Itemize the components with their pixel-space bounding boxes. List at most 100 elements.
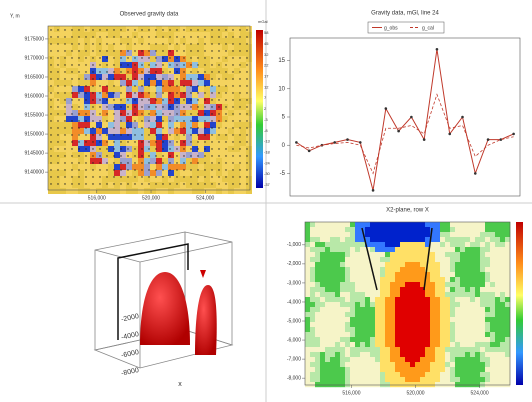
heatmap-texture	[485, 362, 491, 368]
heatmap-texture	[102, 110, 108, 116]
station-dot	[92, 43, 94, 45]
heatmap-texture	[108, 38, 114, 44]
chart-title: Gravity data, mGl, line 24	[371, 11, 439, 17]
heatmap-texture	[132, 134, 138, 140]
heatmap-texture	[335, 332, 341, 338]
station-dot	[120, 50, 122, 52]
station-dot	[204, 43, 206, 45]
heatmap-texture	[345, 322, 351, 328]
heatmap-texture	[390, 227, 396, 233]
heatmap-texture	[425, 242, 431, 248]
heatmap-texture	[460, 352, 466, 358]
heatmap-texture	[370, 242, 376, 248]
station-dot	[78, 50, 80, 52]
station-dot	[120, 134, 122, 136]
heatmap-texture	[228, 170, 234, 176]
heatmap-texture	[440, 372, 446, 378]
heatmap-texture	[144, 128, 150, 134]
heatmap-texture	[240, 50, 246, 56]
heatmap-texture	[470, 317, 476, 323]
heatmap-texture	[216, 176, 222, 182]
heatmap-texture	[360, 347, 366, 353]
heatmap-texture	[60, 164, 66, 170]
heatmap-texture	[180, 32, 186, 38]
heatmap-texture	[380, 287, 386, 293]
station-dot	[218, 141, 220, 143]
heatmap-texture	[222, 32, 228, 38]
heatmap-texture	[475, 372, 481, 378]
heatmap-texture	[204, 188, 210, 194]
station-dot	[64, 43, 66, 45]
heatmap-texture	[435, 327, 441, 333]
station-dot	[232, 36, 234, 38]
heatmap-texture	[410, 307, 416, 313]
heatmap-texture	[120, 110, 126, 116]
heatmap-texture	[425, 332, 431, 338]
heatmap-texture	[210, 128, 216, 134]
heatmap-texture	[435, 347, 441, 353]
heatmap-texture	[84, 74, 90, 80]
heatmap-texture	[400, 317, 406, 323]
heatmap-texture	[174, 176, 180, 182]
heatmap-texture	[495, 382, 501, 388]
heatmap-texture	[400, 237, 406, 243]
heatmap-texture	[60, 116, 66, 122]
heatmap-texture	[365, 232, 371, 238]
station-dot	[225, 134, 227, 136]
heatmap-texture	[360, 297, 366, 303]
heatmap-texture	[385, 307, 391, 313]
heatmap-texture	[380, 357, 386, 363]
heatmap-texture	[72, 104, 78, 110]
heatmap-texture	[365, 332, 371, 338]
heatmap-texture	[420, 257, 426, 263]
heatmap-texture	[325, 372, 331, 378]
heatmap-texture	[156, 164, 162, 170]
heatmap-texture	[415, 362, 421, 368]
heatmap-texture	[435, 307, 441, 313]
heatmap-texture	[96, 164, 102, 170]
heatmap-texture	[375, 247, 381, 253]
heatmap-texture	[410, 302, 416, 308]
heatmap-texture	[390, 377, 396, 383]
heatmap-texture	[180, 158, 186, 164]
heatmap-texture	[345, 297, 351, 303]
heatmap-texture	[480, 342, 486, 348]
heatmap-texture	[335, 252, 341, 258]
heatmap-texture	[480, 322, 486, 328]
heatmap-texture	[132, 86, 138, 92]
station-dot	[92, 183, 94, 185]
station-dot	[71, 183, 73, 185]
station-dot	[99, 64, 101, 66]
heatmap-texture	[174, 164, 180, 170]
heatmap-texture	[475, 352, 481, 358]
heatmap-texture	[435, 272, 441, 278]
heatmap-texture	[480, 367, 486, 373]
heatmap-texture	[222, 50, 228, 56]
heatmap-texture	[305, 362, 311, 368]
heatmap-texture	[60, 68, 66, 74]
heatmap-texture	[485, 382, 491, 388]
heatmap-texture	[355, 382, 361, 388]
station-dot	[134, 134, 136, 136]
heatmap-texture	[132, 182, 138, 188]
heatmap-texture	[455, 292, 461, 298]
station-dot	[155, 78, 157, 80]
heatmap-texture	[440, 332, 446, 338]
heatmap-texture	[48, 80, 54, 86]
heatmap-texture	[410, 362, 416, 368]
z-tick-label: -2000	[121, 313, 140, 324]
station-dot	[99, 57, 101, 59]
heatmap-texture	[420, 277, 426, 283]
heatmap-texture	[102, 56, 108, 62]
heatmap-texture	[78, 62, 84, 68]
heatmap-texture	[400, 252, 406, 258]
heatmap-texture	[355, 377, 361, 383]
heatmap-texture	[234, 74, 240, 80]
heatmap-texture	[405, 372, 411, 378]
heatmap-texture	[246, 38, 252, 44]
point	[473, 172, 477, 175]
heatmap-texture	[162, 110, 168, 116]
heatmap-texture	[120, 38, 126, 44]
station-dot	[113, 57, 115, 59]
heatmap-texture	[400, 367, 406, 373]
